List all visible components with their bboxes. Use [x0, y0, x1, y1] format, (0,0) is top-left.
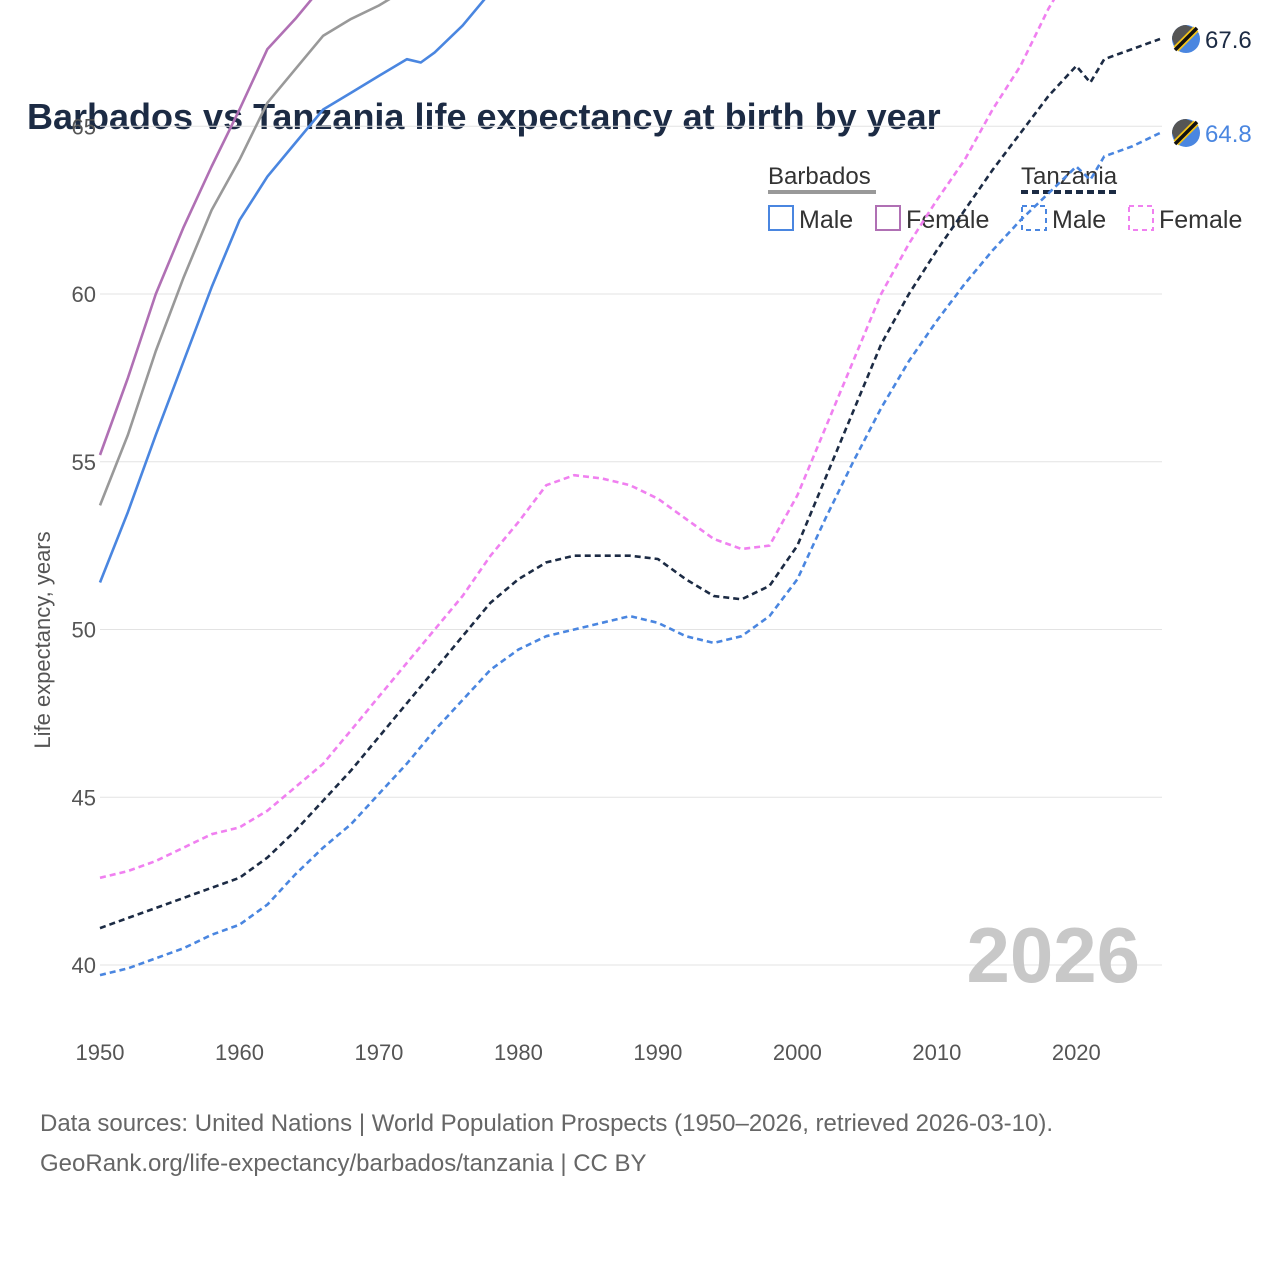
- x-tick-label: 2000: [773, 1040, 822, 1065]
- x-tick-label: 1990: [633, 1040, 682, 1065]
- y-axis-label: Life expectancy, years: [30, 531, 55, 748]
- y-tick-label: 60: [72, 282, 96, 307]
- end-label-tz_total: 67.6: [1205, 27, 1252, 54]
- y-tick-label: 40: [72, 953, 96, 978]
- legend-tanzania-title: Tanzania: [1021, 163, 1118, 190]
- end-labels: 7976.674.170.467.664.8: [1172, 25, 1252, 148]
- legend-barbados-female-label: Female: [906, 206, 989, 234]
- series-line-bb_male: [98, 0, 486, 583]
- series-line-tz_female: [99, 0, 1056, 880]
- x-tick-label: 1950: [76, 1040, 125, 1065]
- footer-link: GeoRank.org/life-expectancy/barbados/tan…: [40, 1150, 647, 1177]
- series-line-bb_total: [98, 0, 391, 506]
- y-tick-label: 45: [72, 785, 96, 810]
- legend-tanzania-male-label: Male: [1052, 206, 1106, 234]
- grid: [100, 125, 1162, 966]
- legend-tanzania-male-swatch: [1021, 205, 1047, 231]
- series-line-bb_female: [98, 0, 313, 456]
- legend-tanzania-female-swatch: [1128, 205, 1154, 231]
- y-tick-label: 55: [72, 450, 96, 475]
- year-watermark: 2026: [966, 911, 1140, 999]
- legend-tanzania-female-label: Female: [1159, 206, 1242, 234]
- legend-barbados-female-swatch: [875, 205, 901, 231]
- series: [98, 0, 1161, 977]
- y-tick-label: 65: [72, 114, 96, 139]
- x-tick-label: 2010: [912, 1040, 961, 1065]
- footer-sources: Data sources: United Nations | World Pop…: [40, 1110, 1053, 1137]
- x-axis-ticks: 1950 1960 1970 1980 1990 2000 2010 2020: [76, 1040, 1101, 1065]
- x-tick-label: 1960: [215, 1040, 264, 1065]
- tanzania-flag-icon: [1172, 118, 1200, 147]
- chart-title: Barbados vs Tanzania life expectancy at …: [27, 96, 941, 137]
- x-tick-label: 1970: [354, 1040, 403, 1065]
- legend-barbados: Barbados Male Female: [768, 163, 989, 234]
- tanzania-flag-icon: [1172, 25, 1200, 54]
- legend-barbados-title: Barbados: [768, 163, 871, 190]
- end-label-tz_male: 64.8: [1205, 121, 1252, 148]
- y-axis-ticks: 404550556065707580: [72, 114, 96, 978]
- legend-barbados-male-label: Male: [799, 206, 853, 234]
- legend-tanzania: Tanzania Male Female: [1021, 163, 1242, 234]
- y-tick-label: 50: [72, 618, 96, 643]
- series-line-tz_total: [99, 37, 1161, 930]
- legend-barbados-male-swatch: [768, 205, 794, 231]
- x-tick-label: 1980: [494, 1040, 543, 1065]
- x-tick-label: 2020: [1052, 1040, 1101, 1065]
- series-line-tz_male: [99, 131, 1161, 977]
